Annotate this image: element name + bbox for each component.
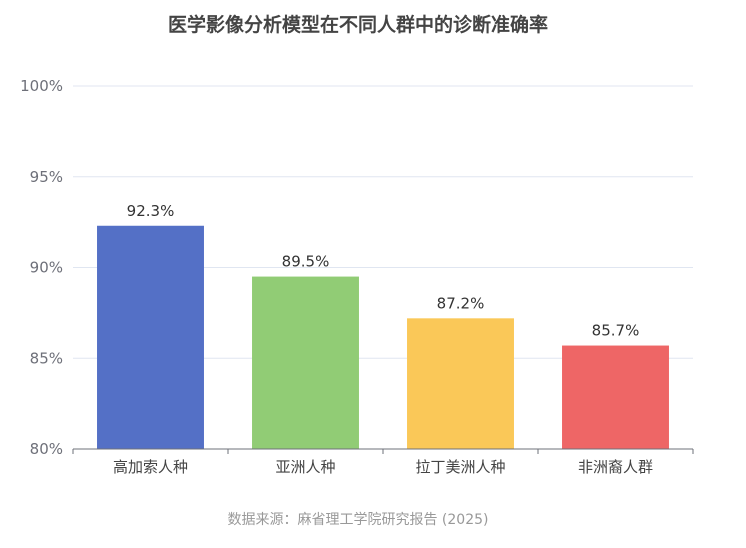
y-tick-label: 90%	[30, 259, 63, 277]
x-category-label: 拉丁美洲人种	[415, 458, 505, 476]
data-label: 85.7%	[592, 322, 640, 340]
x-category-label: 非洲裔人群	[578, 458, 653, 476]
y-tick-label: 85%	[30, 349, 63, 367]
data-label: 92.3%	[127, 202, 175, 220]
y-tick-label: 95%	[30, 168, 63, 186]
y-axis-ticks: 80% 85% 90% 95% 100%	[20, 77, 63, 458]
x-category-label: 亚洲人种	[275, 458, 335, 476]
data-label: 89.5%	[282, 253, 330, 271]
y-tick-label: 100%	[20, 77, 63, 95]
chart-title: 医学影像分析模型在不同人群中的诊断准确率	[168, 13, 548, 36]
bar	[562, 345, 669, 449]
bars	[97, 225, 669, 449]
x-axis: 高加索人种 亚洲人种 拉丁美洲人种 非洲裔人群	[72, 448, 694, 476]
data-labels: 92.3% 89.5% 87.2% 85.7%	[127, 202, 640, 340]
x-category-label: 高加索人种	[113, 458, 188, 476]
bar	[252, 276, 359, 449]
y-tick-label: 80%	[30, 440, 63, 458]
data-source-note: 数据来源：麻省理工学院研究报告 (2025)	[227, 512, 488, 528]
bar	[97, 225, 204, 449]
bar	[407, 318, 514, 449]
data-label: 87.2%	[437, 294, 485, 312]
